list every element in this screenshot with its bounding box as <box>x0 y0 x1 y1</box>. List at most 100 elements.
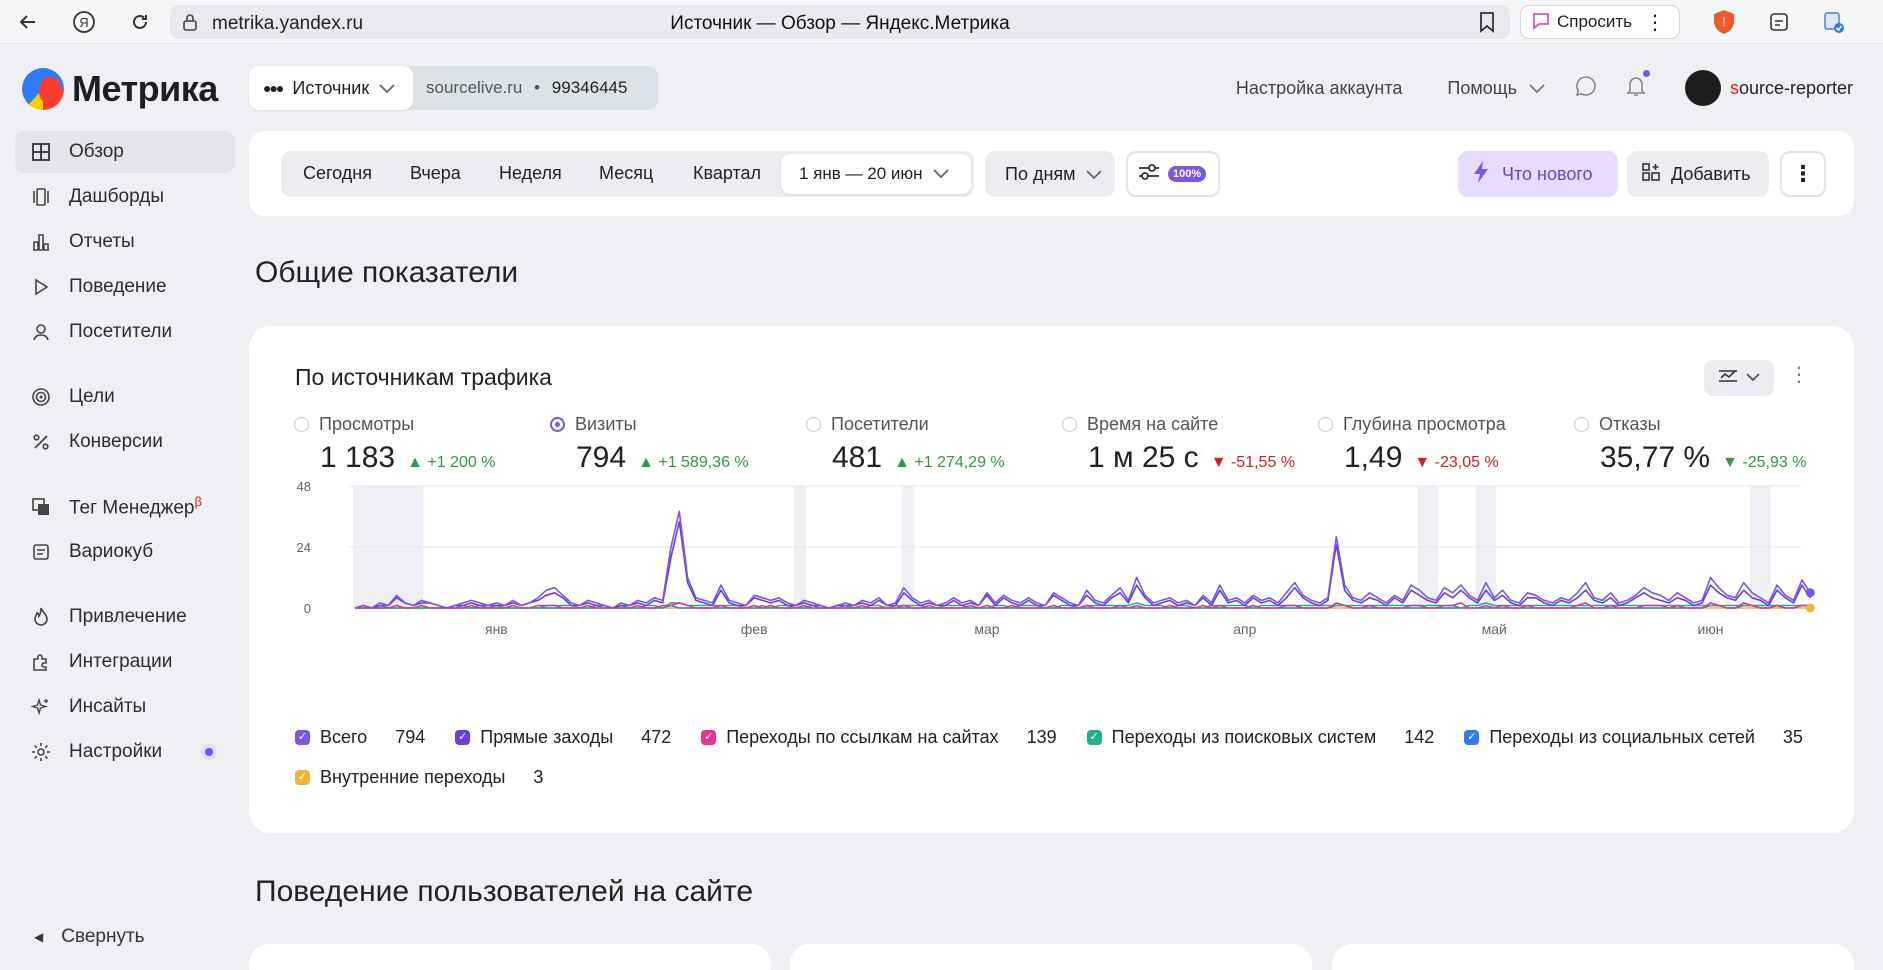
chevron-down-icon <box>1746 369 1760 387</box>
chat-icon[interactable] <box>1575 75 1597 102</box>
counter-id: 99346445 <box>551 78 628 97</box>
metric-bounces[interactable]: Отказы 35,77 % ▼ -25,93 % <box>1574 414 1806 475</box>
legend-item[interactable]: ✓ Переходы из социальных сетей 35 <box>1464 727 1803 748</box>
metric-time-on-site[interactable]: Время на сайте 1 м 25 с ▼ -51,55 % <box>1062 414 1296 475</box>
traffic-line-chart[interactable]: 0 24 48 янв фев мар апр май июн <box>249 476 1854 676</box>
sidebar-item-conversions[interactable]: Конверсии <box>15 421 235 463</box>
checkbox-icon[interactable]: ✓ <box>1086 730 1102 745</box>
checkbox-icon[interactable]: ✓ <box>295 730 310 745</box>
counter-info[interactable]: sourcelive.ru • 99346445 <box>426 78 627 98</box>
radio-selected-icon[interactable] <box>550 417 565 432</box>
sparkle-icon <box>31 697 51 717</box>
counter-select-label: Источник <box>292 77 370 98</box>
legend-item[interactable]: ✓ Всего 794 <box>295 727 425 748</box>
extension-icon[interactable] <box>1820 8 1848 36</box>
x-tick-label: мар <box>974 621 999 637</box>
reload-icon[interactable] <box>126 8 154 36</box>
section-title-behavior: Поведение пользователей на сайте <box>255 875 754 908</box>
checkbox-icon[interactable]: ✓ <box>455 730 471 745</box>
sidebar-item-settings[interactable]: Настройки <box>15 731 235 773</box>
sidebar-item-overview[interactable]: Обзор <box>15 131 235 173</box>
sidebar-item-goals[interactable]: Цели <box>15 376 235 418</box>
more-menu-icon[interactable]: ⋮ <box>1780 151 1826 197</box>
legend-label: Переходы по ссылкам на сайтах <box>726 727 999 747</box>
bell-icon[interactable] <box>1625 69 1650 103</box>
grouping-select[interactable]: По дням <box>985 151 1115 197</box>
period-quarter[interactable]: Квартал <box>693 163 762 183</box>
whats-new-button[interactable]: Что нового <box>1458 151 1618 197</box>
yandex-home-icon[interactable]: Я <box>70 8 98 36</box>
sidebar-item-dashboards[interactable]: Дашборды <box>15 176 235 218</box>
account-settings-link[interactable]: Настройка аккаунта <box>1235 77 1403 98</box>
collapse-label: Свернуть <box>61 926 145 947</box>
radio-icon[interactable] <box>294 417 309 432</box>
legend-item[interactable]: ✓ Переходы по ссылкам на сайтах 139 <box>701 727 1057 748</box>
legend-item[interactable]: ✓ Прямые заходы 472 <box>455 727 671 748</box>
sidebar-item-variocube[interactable]: Вариокуб <box>15 531 235 573</box>
chart-type-button[interactable] <box>1704 360 1774 396</box>
legend-item[interactable]: ✓ Внутренние переходы 3 <box>295 767 543 788</box>
bookmark-icon[interactable] <box>1478 11 1496 38</box>
card-more-icon[interactable]: ⋮ <box>1789 364 1809 386</box>
gear-icon <box>31 742 51 762</box>
collapse-sidebar-button[interactable]: ◀ Свернуть <box>34 926 145 948</box>
metric-value: 35,77 % <box>1600 441 1711 474</box>
address-bar[interactable]: metrika.yandex.ru Источник — Обзор — Янд… <box>170 5 1510 39</box>
sidebar-item-acquisition[interactable]: Привлечение <box>15 596 235 638</box>
back-icon[interactable] <box>14 8 42 36</box>
metric-pageviews[interactable]: Просмотры 1 183 ▲ +1 200 % <box>294 414 495 475</box>
sidebar-item-visitors[interactable]: Посетители <box>15 311 235 353</box>
shield-icon[interactable]: ! <box>1710 8 1738 36</box>
metric-visits[interactable]: Визиты 794 ▲ +1 589,36 % <box>550 414 749 475</box>
avatar[interactable] <box>1684 70 1721 106</box>
sidebar-item-integrations[interactable]: Интеграции <box>15 641 235 683</box>
sidebar-item-label: Обзор <box>69 141 124 162</box>
counter-switcher: ●●● Источник sourcelive.ru • 99346445 <box>249 66 658 110</box>
legend-label: Переходы из социальных сетей <box>1489 727 1755 747</box>
counter-select[interactable]: ●●● Источник <box>249 66 413 110</box>
ask-button[interactable]: Спросить ⋮ <box>1520 5 1680 39</box>
series-line <box>355 602 1811 609</box>
collections-icon[interactable] <box>1765 8 1793 36</box>
metric-delta-value: -51,55 % <box>1230 454 1296 471</box>
ask-menu-icon[interactable]: ⋮ <box>1645 12 1665 34</box>
play-icon <box>31 277 51 297</box>
period-selector: Сегодня Вчера Неделя Месяц Квартал 1 янв… <box>281 151 974 197</box>
metric-depth[interactable]: Глубина просмотра 1,49 ▼ -23,05 % <box>1318 414 1506 475</box>
period-week[interactable]: Неделя <box>499 163 562 183</box>
metric-visitors[interactable]: Посетители 481 ▲ +1 274,29 % <box>806 414 1005 475</box>
sidebar-item-label: Дашборды <box>69 186 164 207</box>
chevron-down-icon <box>1085 164 1102 185</box>
date-range-picker[interactable]: 1 янв — 20 июн <box>781 154 971 194</box>
period-month[interactable]: Месяц <box>599 163 654 183</box>
legend-item[interactable]: ✓ Переходы из поисковых систем 142 <box>1086 727 1434 748</box>
checkbox-icon[interactable]: ✓ <box>701 730 717 745</box>
legend-label: Прямые заходы <box>480 727 614 747</box>
sidebar-item-tag-manager[interactable]: Тег Менеджерβ <box>15 486 235 528</box>
period-yesterday[interactable]: Вчера <box>410 163 461 183</box>
dots-icon: ●●● <box>263 80 284 96</box>
help-menu[interactable]: Помощь <box>1447 78 1545 99</box>
checkbox-icon[interactable]: ✓ <box>1464 730 1480 745</box>
sidebar-item-insights[interactable]: Инсайты <box>15 686 235 728</box>
sampling-button[interactable]: 100% <box>1126 151 1220 197</box>
y-tick-label: 24 <box>297 540 311 555</box>
section-title-overview: Общие показатели <box>255 256 519 289</box>
sidebar-item-reports[interactable]: Отчеты <box>15 221 235 263</box>
series-line <box>354 520 1811 609</box>
checkbox-icon[interactable]: ✓ <box>295 770 310 785</box>
sidebar-item-label: Цели <box>69 386 115 407</box>
metrika-logo[interactable]: Метрика <box>22 68 218 110</box>
radio-icon[interactable] <box>806 417 821 432</box>
add-widget-button[interactable]: Добавить <box>1627 151 1769 197</box>
metric-value: 794 <box>576 441 627 474</box>
series-line <box>354 510 1811 609</box>
period-today[interactable]: Сегодня <box>303 163 372 183</box>
radio-icon[interactable] <box>1574 417 1589 432</box>
username[interactable]: source-reporter <box>1730 78 1853 99</box>
add-widget-icon <box>1641 162 1661 187</box>
radio-icon[interactable] <box>1062 417 1077 432</box>
sidebar-item-label: Привлечение <box>69 606 187 627</box>
radio-icon[interactable] <box>1318 417 1333 432</box>
sidebar-item-behavior[interactable]: Поведение <box>15 266 235 308</box>
